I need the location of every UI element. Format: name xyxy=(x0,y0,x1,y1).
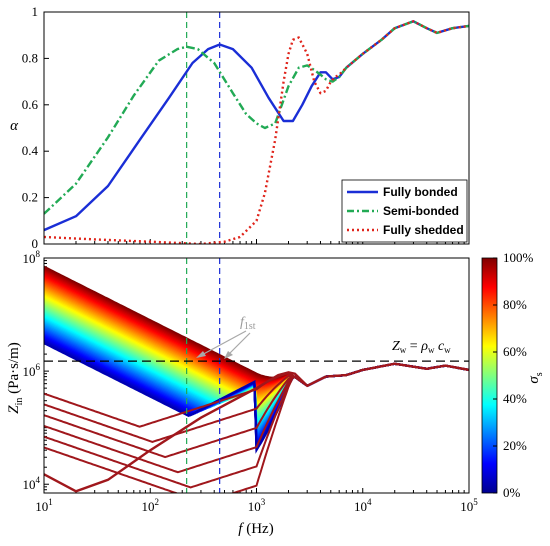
lowest-impedance-curve xyxy=(44,362,469,493)
colorbar: 0% 20% 40% 60% 80% 100% σs xyxy=(481,250,545,500)
bottom-ytick-label: 108 xyxy=(23,249,41,266)
legend-label-fully-shedded: Fully shedded xyxy=(383,223,464,237)
colorbar-tick-label: 40% xyxy=(503,391,527,406)
top-panel: 0 0.2 0.4 0.6 0.8 1 α Fully bonded Semi-bonde… xyxy=(10,4,470,251)
f1st-arrowhead-bonded xyxy=(224,351,233,359)
bottom-xtick-label: 101 xyxy=(35,497,53,514)
colorbar-gradient xyxy=(481,257,498,494)
bottom-plot-area xyxy=(44,258,469,493)
bottom-xlabel: f (Hz) xyxy=(238,521,273,537)
colorbar-ticks: 0% 20% 40% 60% 80% 100% xyxy=(493,250,534,500)
bottom-xtick-label: 105 xyxy=(460,497,478,514)
colorbar-tick-label: 20% xyxy=(503,438,527,453)
top-ytick-label: 0.2 xyxy=(22,190,38,205)
bottom-xtick-label: 103 xyxy=(248,497,266,514)
top-ylabel: α xyxy=(10,118,19,134)
colorbar-tick-label: 80% xyxy=(503,297,527,312)
top-axes-frame xyxy=(43,11,470,245)
bottom-xtick-label: 104 xyxy=(354,497,372,514)
top-ytick-label: 0.6 xyxy=(22,97,39,112)
top-series-fully-shedded xyxy=(44,20,469,244)
bottom-panel: 101 102 103 104 105 104 106 108 f1st Zw = ρw cw… xyxy=(6,249,478,537)
bottom-axes-frame xyxy=(43,257,470,494)
bottom-xtick-label: 102 xyxy=(142,497,160,514)
f1st-arrowhead-semi xyxy=(196,351,206,358)
top-ytick-label: 0.8 xyxy=(22,50,38,65)
legend: Fully bonded Semi-bonded Fully shedded xyxy=(341,179,468,243)
legend-label-fully-bonded: Fully bonded xyxy=(383,185,458,199)
top-ytick-label: 0 xyxy=(32,236,39,251)
bottom-ytick-label: 106 xyxy=(23,362,41,379)
f1st-arrow-semi xyxy=(197,330,247,358)
bottom-ytick-label: 104 xyxy=(23,475,41,492)
bottom-ylabel: Zin (Pa·s/m) xyxy=(6,342,25,414)
zw-annotation: Zw = ρw cw xyxy=(392,339,451,355)
colorbar-tick-label: 0% xyxy=(503,485,521,500)
colorbar-label: σs xyxy=(526,372,545,383)
top-ytick-label: 1 xyxy=(32,4,39,19)
legend-label-semi-bonded: Semi-bonded xyxy=(383,204,459,218)
f1st-label: f1st xyxy=(240,315,256,332)
top-ytick-label: 0.4 xyxy=(22,143,39,158)
colorbar-tick-label: 100% xyxy=(503,250,534,265)
top-plot-area xyxy=(44,12,469,244)
colorbar-tick-label: 60% xyxy=(503,344,527,359)
